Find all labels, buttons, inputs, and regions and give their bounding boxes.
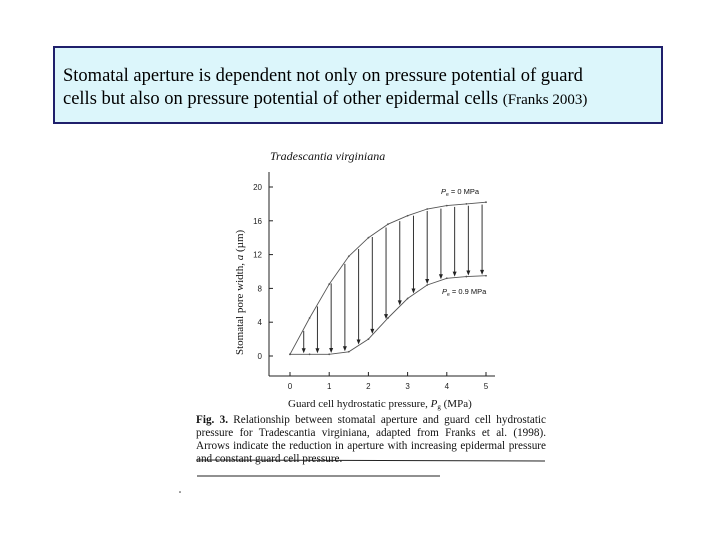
series-point-0 (426, 208, 429, 210)
series-point-0 (465, 203, 468, 205)
y-axis-label: Stomatal pore width, a (µm) (234, 229, 246, 355)
reduction-arrowhead (370, 328, 375, 334)
series-point-1 (426, 284, 429, 286)
description-callout: Stomatal aperture is dependent not only … (53, 46, 663, 124)
series-point-1 (387, 317, 389, 319)
series-point-1 (347, 350, 350, 353)
chart-curves (289, 201, 487, 356)
x-tick-label: 5 (484, 382, 489, 391)
series-point-1 (289, 353, 291, 356)
reduction-arrowhead (329, 348, 334, 354)
reduction-arrowhead (452, 271, 457, 277)
caption-underline-2 (196, 459, 546, 462)
reduction-arrowhead (301, 348, 306, 354)
series-point-0 (445, 204, 448, 207)
series-point-1 (406, 297, 409, 300)
y-tick-label: 12 (253, 251, 262, 260)
reduction-arrowhead (466, 270, 471, 276)
reduction-arrowhead (356, 339, 361, 345)
x-tick-label: 2 (366, 382, 371, 391)
series-point-0 (308, 317, 311, 319)
x-tick-label: 3 (405, 382, 410, 391)
series-point-0 (367, 236, 370, 239)
series-point-1 (485, 274, 487, 277)
x-tick-label: 4 (445, 382, 450, 391)
reduction-arrowhead (397, 300, 402, 306)
chart-title: Tradescantia virginiana (270, 149, 385, 163)
series-point-1 (445, 277, 448, 280)
callout-line-2: cells but also on pressure potential of … (63, 89, 503, 109)
series-point-0 (387, 223, 389, 226)
x-tick-label: 0 (288, 382, 293, 391)
callout-line-1: Stomatal aperture is dependent not only … (63, 66, 583, 86)
caption-label: Fig. 3. (196, 414, 228, 426)
reduction-arrowhead (384, 314, 389, 320)
series-point-0 (406, 214, 409, 217)
x-axis-label: Guard cell hydrostatic pressure, Pg (MPa… (288, 398, 472, 411)
series-point-1 (465, 275, 468, 278)
callout-citation: (Franks 2003) (502, 92, 588, 108)
y-tick-label: 4 (258, 318, 263, 327)
reduction-arrowhead (480, 269, 485, 275)
series-point-1 (328, 353, 331, 356)
y-tick-label: 8 (258, 284, 263, 293)
series-label-1: Pe = 0.9 MPa (442, 287, 487, 298)
reduction-arrowhead (342, 346, 347, 352)
y-tick-label: 20 (253, 183, 262, 192)
x-tick-label: 1 (327, 382, 332, 391)
y-tick-label: 16 (253, 217, 262, 226)
series-label-0: Pe = 0 MPa (441, 187, 480, 198)
reduction-arrowhead (438, 274, 443, 280)
scan-speck (179, 491, 181, 493)
y-tick-label: 0 (258, 352, 263, 361)
caption-text: Relationship between stomatal aperture a… (196, 414, 547, 465)
series-point-0 (347, 255, 350, 258)
series-point-0 (328, 283, 331, 286)
chart-arrows (301, 204, 485, 354)
series-point-1 (308, 353, 311, 356)
figure-caption: Fig. 3. Relationship between stomatal ap… (196, 414, 546, 466)
series-point-1 (367, 338, 370, 340)
reduction-arrowhead (315, 348, 320, 354)
reduction-arrowhead (425, 279, 430, 285)
reduction-arrowhead (411, 288, 416, 294)
series-point-0 (485, 201, 487, 204)
